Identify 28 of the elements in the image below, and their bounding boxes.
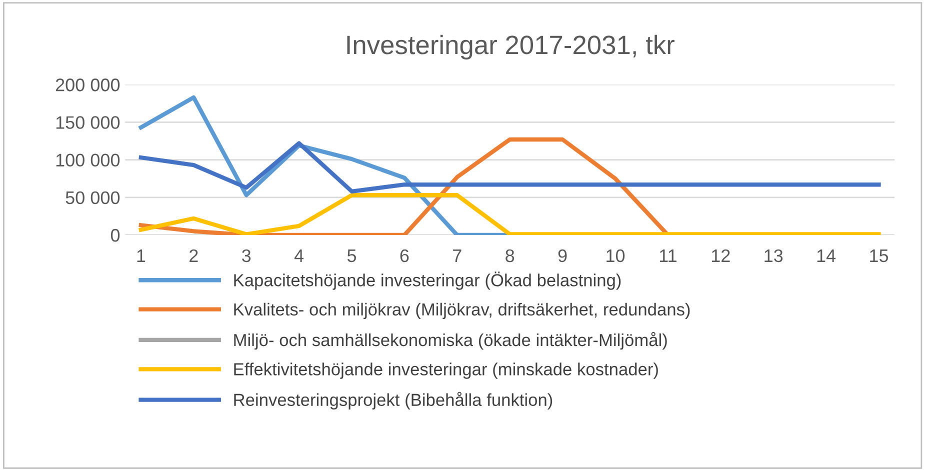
- x-tick-label: 11: [660, 250, 676, 262]
- x-tick-label: 12: [712, 249, 730, 262]
- legend-label: Miljö- och samhällsekonomiska (ökade intäkter-Miljömål): [234, 332, 667, 350]
- x-tick-label: 14: [817, 250, 836, 262]
- legend-label: Kvalitets- och miljökrav (Miljökrav, driftsäkerhet, redundans): [234, 302, 690, 320]
- y-tick-label: 200 000: [56, 78, 120, 92]
- y-tick-label: 150 000: [56, 116, 120, 129]
- x-tick-label: 2: [190, 249, 198, 262]
- x-tick-label: 9: [558, 249, 567, 262]
- line-series: [138, 193, 881, 235]
- y-tick-label: 50 000: [66, 191, 120, 204]
- x-tick-label: 10: [606, 249, 625, 262]
- x-tick-label: 7: [453, 250, 462, 262]
- x-tick-label: 13: [764, 249, 783, 262]
- x-tick-label: 5: [347, 250, 356, 262]
- x-tick-label: 8: [506, 249, 514, 262]
- x-tick-label: 1: [137, 250, 146, 262]
- x-tick-label: 4: [294, 250, 304, 262]
- legend-label: Effektivitetshöjande investeringar (minskade kostnader): [234, 362, 658, 379]
- legend-label: Reinvesteringsprojekt (Bibehålla funktion): [234, 392, 552, 410]
- y-tick-label: 100 000: [56, 154, 120, 167]
- line-series: [138, 141, 881, 194]
- x-tick-label: 6: [400, 249, 409, 262]
- legend-label: Kapacitetshöjande investeringar (Ökad belastning): [234, 272, 621, 290]
- y-tick-label: 0: [110, 228, 120, 242]
- chart-title: Investeringar 2017-2031, tkr: [347, 34, 674, 60]
- x-tick-label: 15: [870, 250, 888, 262]
- x-tick-label: 3: [242, 249, 251, 262]
